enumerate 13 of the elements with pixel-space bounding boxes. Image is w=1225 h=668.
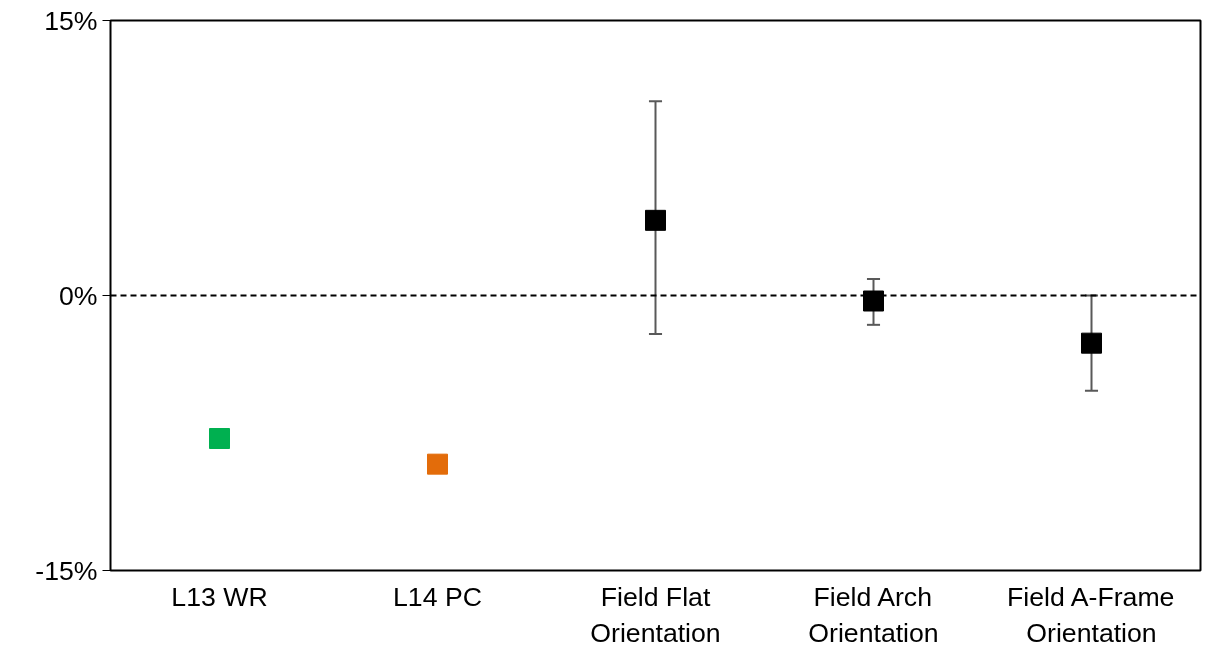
x-tick-label: Field A-Frame Orientation (1007, 581, 1175, 648)
x-tick-label: Field Flat Orientation (590, 581, 721, 648)
y-tick-label: -15% (35, 555, 98, 586)
point (209, 428, 230, 449)
y-tick-label: 15% (44, 5, 98, 36)
x-tick-label: L14 PC (393, 581, 482, 612)
point (1081, 332, 1102, 354)
point (427, 453, 448, 475)
x-tick-label: Field Arch Orientation (808, 581, 939, 648)
point (645, 209, 666, 231)
x-tick-label: L13 WR (171, 581, 268, 612)
point (863, 290, 884, 312)
y-tick-label: 0% (58, 280, 98, 311)
